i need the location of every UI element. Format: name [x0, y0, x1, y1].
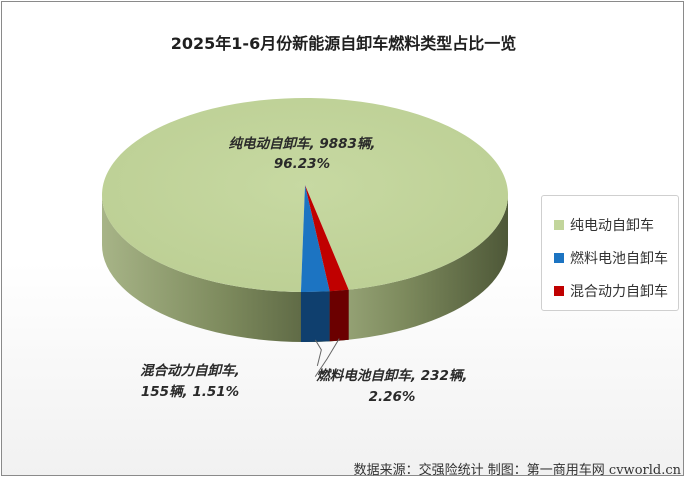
source-note: 数据来源：交强险统计 制图：第一商用车网 cvworld.cn: [353, 463, 681, 478]
legend: 纯电动自卸车 燃料电池自卸车 混合动力自卸车: [541, 195, 679, 311]
legend-swatch: [554, 252, 564, 263]
data-label-fuel-cell-value: 2.26%: [369, 389, 416, 405]
leader-line-fuel-cell: [314, 339, 322, 366]
slice-side-pure-electric: [300, 195, 508, 342]
chart-title: 2025年1-6月份新能源自卸车燃料类型占比一览: [170, 34, 517, 53]
slice-side-fuel-cell: [300, 291, 330, 342]
legend-item-pure-electric: 纯电动自卸车: [542, 208, 678, 241]
legend-item-hybrid: 混合动力自卸车: [542, 274, 678, 307]
leader-line-hybrid: [314, 338, 340, 377]
data-label-pure-electric: 纯电动自卸车, 9883辆,: [228, 136, 375, 152]
legend-label: 燃料电池自卸车: [570, 250, 668, 267]
data-label-fuel-cell: 燃料电池自卸车, 232辆,: [315, 368, 467, 384]
data-label-hybrid: 混合动力自卸车,: [140, 363, 240, 379]
legend-label: 混合动力自卸车: [570, 283, 668, 300]
data-label-pure-electric-value: 96.23%: [274, 156, 330, 172]
data-label-hybrid-value: 155辆, 1.51%: [141, 384, 239, 400]
slice-side-hybrid: [329, 289, 349, 342]
slice-top-fuel-cell: [300, 185, 330, 292]
legend-swatch: [554, 219, 564, 230]
legend-label: 纯电动自卸车: [570, 217, 654, 234]
slice-top-hybrid: [305, 185, 349, 292]
legend-item-fuel-cell: 燃料电池自卸车: [542, 241, 678, 274]
slice-top-pure-electric: [102, 97, 509, 292]
slice-side-pure-electric: [102, 195, 349, 342]
legend-swatch: [554, 285, 564, 296]
